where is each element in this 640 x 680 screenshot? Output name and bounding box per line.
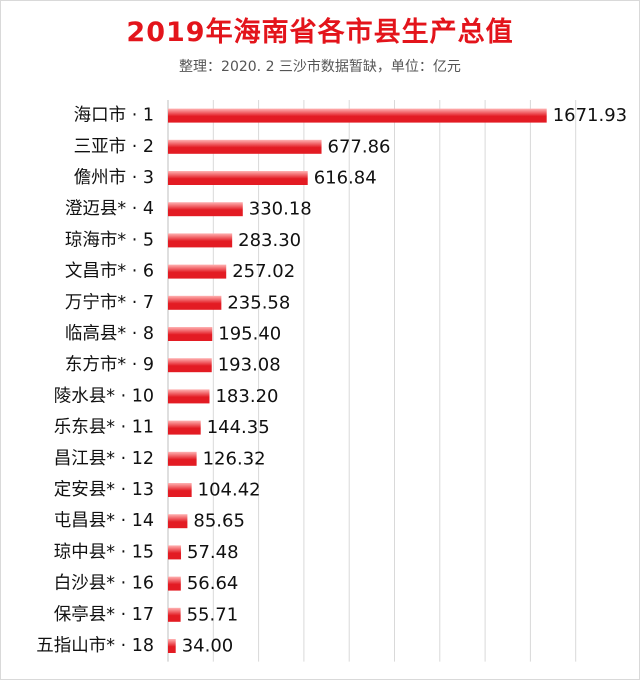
category-label: 白沙县* · 16 — [54, 574, 154, 594]
category-label: 东方市* · 9 — [65, 355, 154, 375]
label-layer: 海口市 · 1 1671.93 三亚市 · 2 677.86 儋州市 · 3 616.84… — [36, 105, 627, 656]
bar — [168, 514, 188, 529]
category-label: 陵水县* · 10 — [54, 386, 154, 406]
value-label: 144.35 — [207, 417, 270, 438]
bar — [168, 171, 308, 185]
bar — [168, 358, 212, 373]
category-label: 临高县* · 8 — [65, 324, 154, 344]
value-label: 57.48 — [187, 542, 239, 563]
category-label: 琼中县* · 15 — [54, 542, 154, 562]
bar — [168, 451, 197, 466]
value-label: 330.18 — [249, 199, 312, 220]
bar — [168, 483, 192, 497]
grid-layer — [167, 100, 577, 662]
category-label: 保亭县* · 17 — [54, 605, 154, 625]
category-label: 三亚市 · 2 — [74, 137, 154, 157]
bar — [168, 639, 176, 653]
value-label: 195.40 — [218, 324, 281, 345]
value-label: 55.71 — [187, 604, 239, 625]
bar — [168, 389, 210, 404]
bar-layer — [168, 108, 547, 653]
value-label: 257.02 — [232, 261, 295, 282]
bar — [168, 264, 227, 279]
category-label: 琼海市* · 5 — [65, 230, 154, 250]
value-label: 677.86 — [328, 136, 391, 157]
category-label: 乐东县* · 11 — [54, 418, 154, 438]
value-label: 616.84 — [314, 168, 377, 189]
value-label: 1671.93 — [553, 105, 627, 126]
category-label: 澄迈县* · 4 — [65, 199, 154, 219]
category-label: 定安县* · 13 — [54, 480, 154, 500]
category-label: 儋州市 · 3 — [74, 168, 154, 188]
value-label: 193.08 — [218, 355, 281, 376]
category-label: 文昌市* · 6 — [65, 262, 154, 282]
value-label: 235.58 — [227, 292, 290, 313]
bar — [168, 202, 243, 217]
bar — [168, 108, 547, 123]
chart-subtitle: 整理：2020. 2 三沙市数据暂缺，单位：亿元 — [179, 59, 461, 75]
bar — [168, 607, 181, 622]
value-label: 283.30 — [238, 230, 301, 251]
bar — [168, 295, 222, 310]
bar — [168, 545, 182, 560]
bar — [168, 327, 213, 341]
bar — [168, 420, 201, 435]
value-label: 104.42 — [198, 480, 261, 501]
category-label: 万宁市* · 7 — [65, 293, 154, 313]
bar — [168, 576, 181, 591]
bar — [168, 139, 322, 154]
category-label: 屯昌县* · 14 — [54, 511, 154, 531]
value-label: 34.00 — [182, 636, 234, 657]
category-label: 五指山市* · 18 — [36, 636, 154, 656]
value-label: 85.65 — [193, 511, 245, 532]
value-label: 56.64 — [187, 573, 239, 594]
category-label: 海口市 · 1 — [74, 106, 154, 126]
category-label: 昌江县* · 12 — [54, 449, 154, 469]
bar — [168, 233, 233, 248]
value-label: 126.32 — [203, 448, 266, 469]
value-label: 183.20 — [215, 386, 278, 407]
chart-title: 2019年海南省各市县生产总值 — [126, 17, 514, 48]
